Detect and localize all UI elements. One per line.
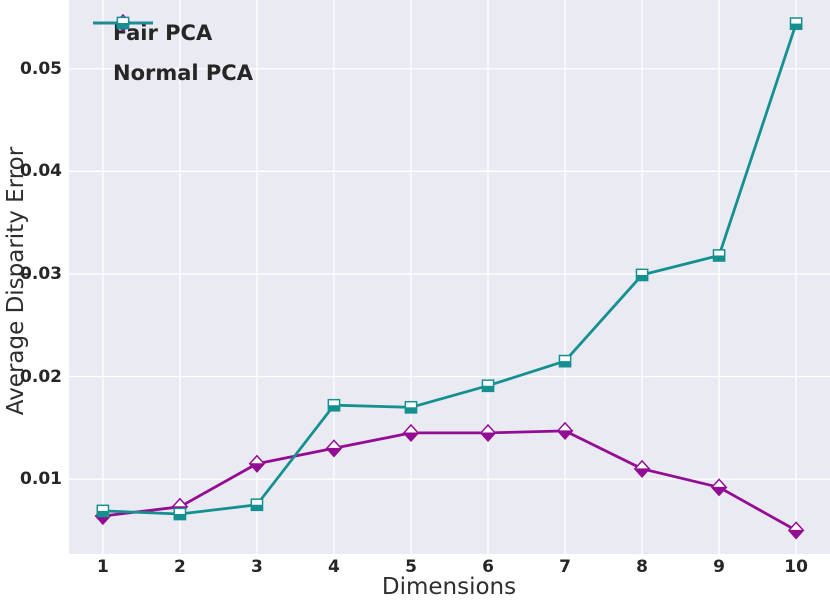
marker-square-bottom-fill	[713, 255, 725, 262]
marker-square-bottom-fill	[559, 361, 571, 367]
gridlines	[69, 0, 830, 554]
plot-area: Fair PCA Normal PCA	[69, 0, 830, 554]
marker-diamond-bottom-fill	[556, 430, 574, 440]
marker-diamond-bottom-fill	[248, 463, 266, 473]
marker-diamond-bottom-fill	[325, 447, 343, 458]
x-tick-label: 2	[173, 557, 186, 577]
marker-square-bottom-fill	[790, 23, 802, 30]
x-tick-label: 6	[482, 557, 494, 577]
x-tick-label: 3	[251, 557, 263, 577]
marker-square-bottom-fill	[328, 405, 340, 411]
x-tick-label: 9	[713, 557, 725, 577]
marker-diamond-bottom-fill	[633, 468, 651, 478]
legend: Fair PCA Normal PCA	[93, 13, 253, 93]
y-tick-label: 0.04	[20, 161, 62, 182]
y-tick-label: 0.03	[20, 263, 62, 284]
x-tick-label: 5	[405, 557, 417, 577]
series-markers-normal-pca	[96, 17, 803, 521]
marker-square-bottom-fill	[97, 510, 109, 517]
x-tick-label: 7	[559, 557, 571, 577]
y-tick-label: 0.01	[20, 469, 62, 490]
x-tick-label: 1	[96, 557, 109, 577]
plot-canvas	[69, 0, 830, 554]
legend-item-normal-pca: Normal PCA	[93, 16, 253, 93]
y-axis-title: Average Disparity Error	[3, 146, 29, 416]
x-tick-label: 10	[784, 557, 808, 577]
x-tick-label: 4	[328, 557, 340, 577]
marker-diamond-bottom-fill	[479, 432, 497, 442]
legend-label-normal-pca: Normal PCA	[113, 61, 253, 85]
series-line-fair-pca	[101, 429, 798, 532]
marker-square-bottom-fill	[405, 407, 417, 413]
x-tick-label: 8	[636, 557, 648, 577]
legend-label-fair-pca: Fair PCA	[113, 21, 213, 45]
legend-line-sample-normal-pca	[93, 16, 153, 30]
marker-diamond-bottom-fill	[710, 486, 728, 497]
x-axis-title: Dimensions	[381, 574, 517, 600]
marker-square-bottom-fill	[174, 513, 186, 520]
y-tick-label: 0.02	[20, 366, 62, 387]
marker-diamond-bottom-fill	[402, 432, 420, 442]
marker-diamond-bottom-fill	[787, 529, 805, 540]
marker-square-bottom-fill	[482, 385, 494, 392]
series-line-normal-pca	[101, 22, 798, 516]
marker-square-bottom-fill	[636, 274, 648, 281]
marker-square-bottom-fill	[251, 504, 263, 511]
marker-square-bottom-fill	[117, 23, 129, 29]
y-tick-label: 0.05	[20, 58, 62, 79]
